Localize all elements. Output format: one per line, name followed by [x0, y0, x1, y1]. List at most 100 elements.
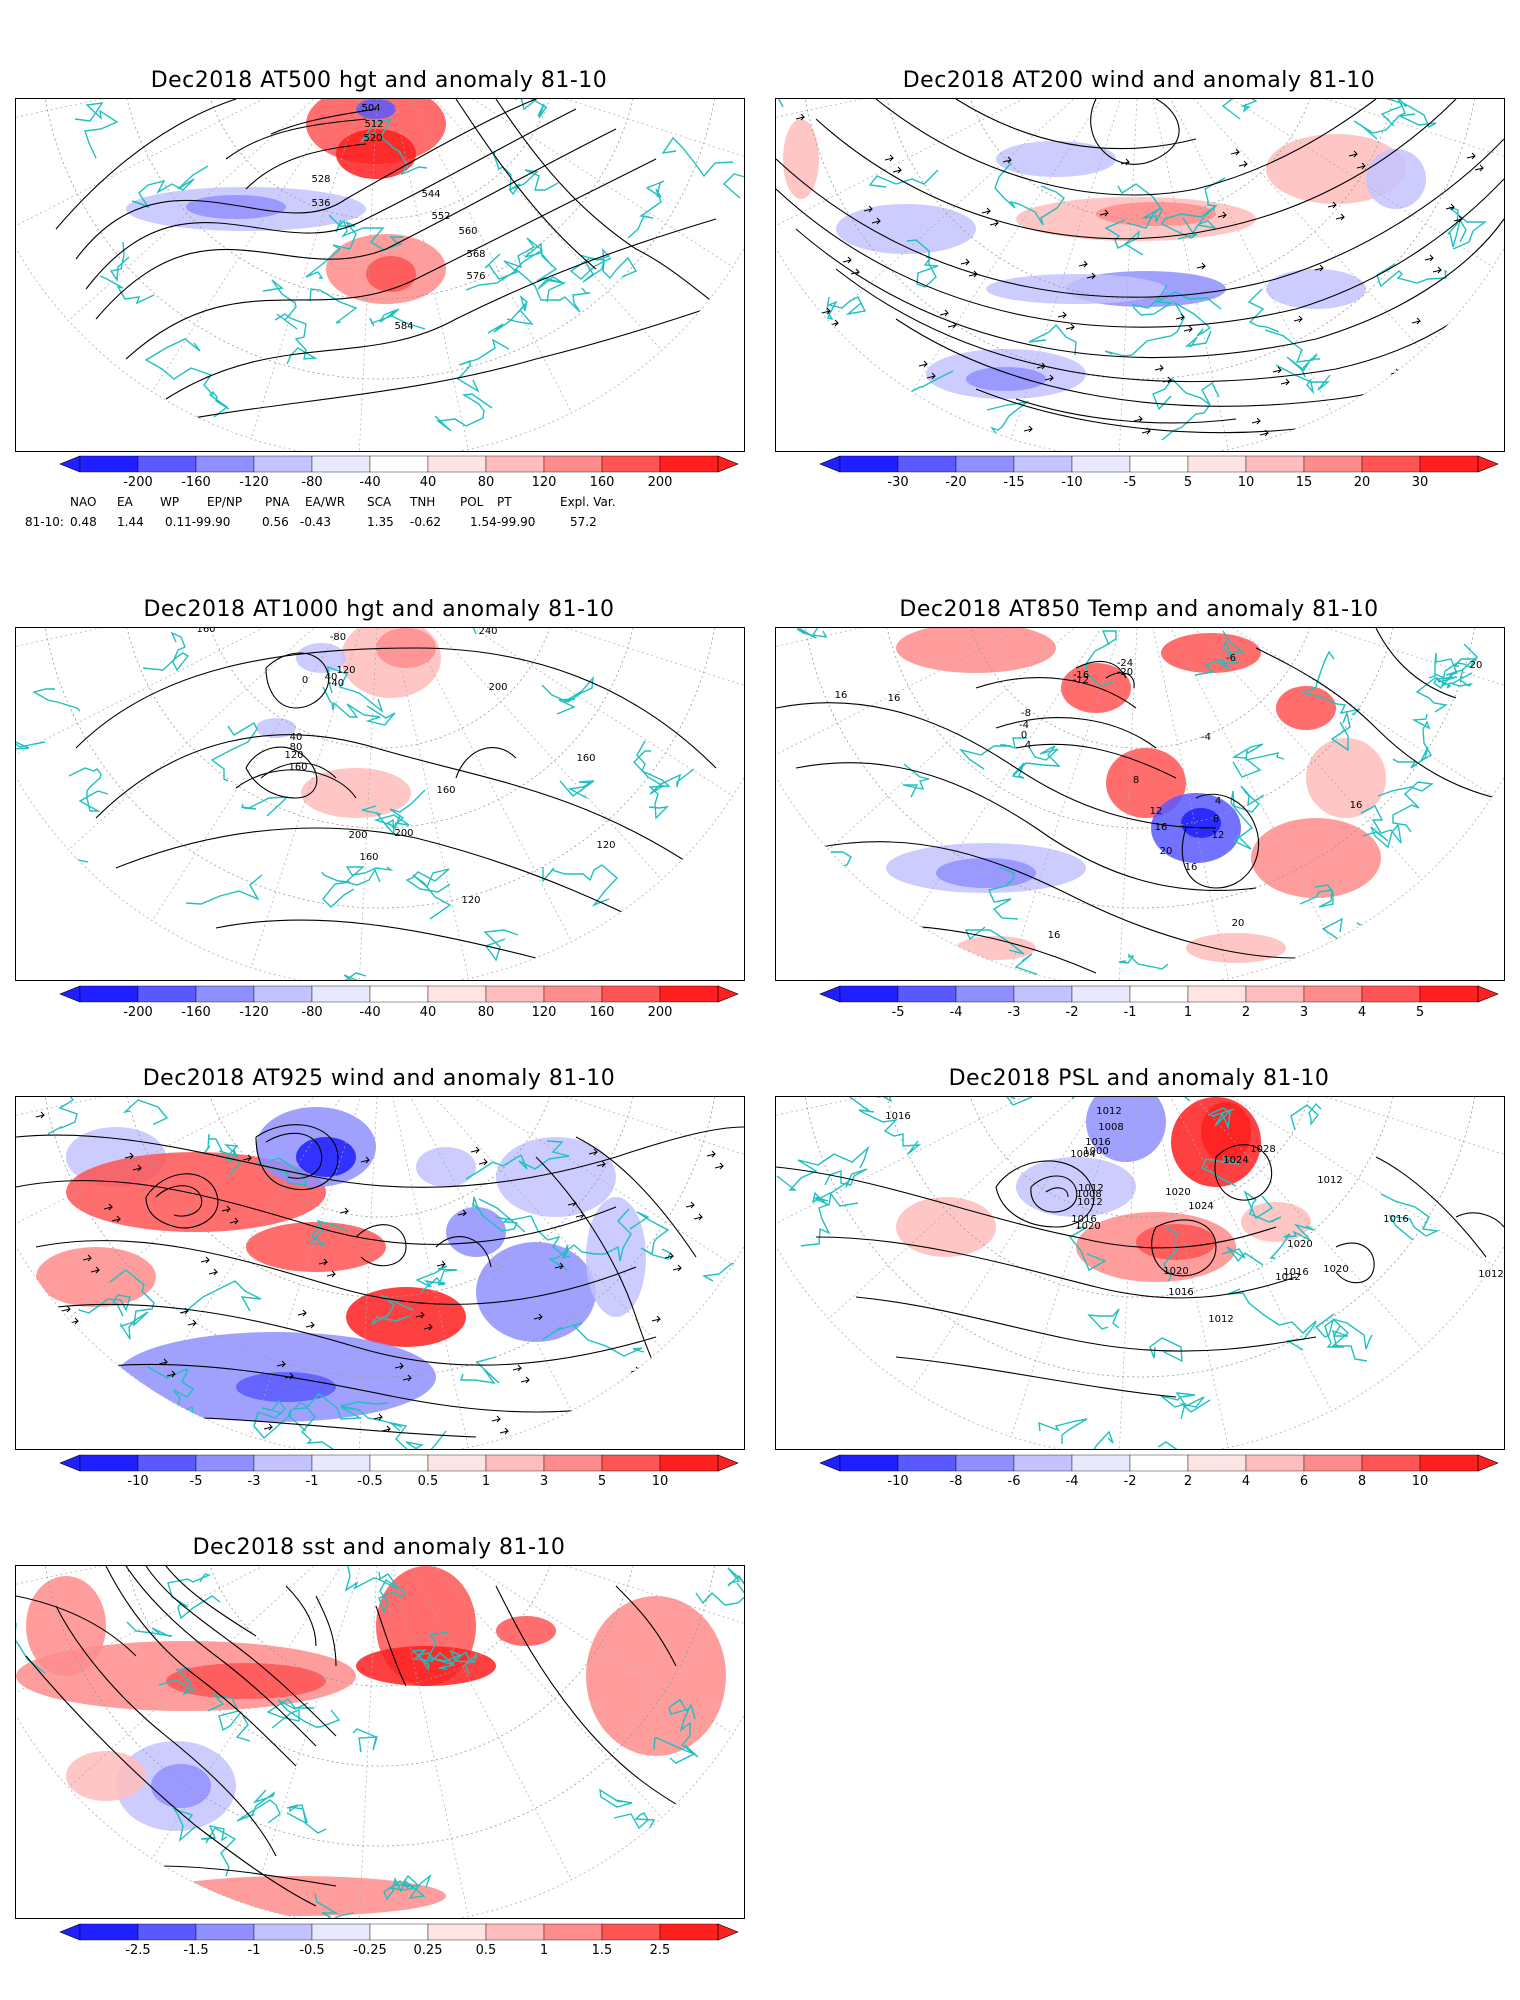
- coastline: [988, 866, 1019, 920]
- coastline: [846, 904, 870, 930]
- wind-arrow: [1369, 419, 1379, 427]
- wind-arrow: [1154, 364, 1164, 372]
- colorbar-swatch: [1245, 455, 1305, 473]
- coastline: [321, 871, 355, 908]
- coastline: [986, 400, 1030, 443]
- colorbar-arrow-right: [717, 455, 739, 473]
- contour-line: [815, 841, 1297, 959]
- wind-arrow: [1036, 362, 1046, 370]
- panel-title: Dec2018 AT200 wind and anomaly 81-10: [902, 68, 1376, 93]
- meridian-line: [379, 99, 744, 311]
- colorbar-tick-label: -6: [1007, 1474, 1021, 1489]
- anomaly-shade: [956, 936, 1036, 960]
- colorbar-swatch: [253, 985, 313, 1003]
- panel-title: Dec2018 AT925 wind and anomaly 81-10: [142, 1066, 616, 1091]
- colorbar-tick-label: 5: [597, 1474, 607, 1489]
- meridian-line: [1139, 99, 1246, 451]
- meridian-line: [379, 1097, 486, 1449]
- colorbar-swatch: [543, 1923, 603, 1941]
- contour-line: [225, 118, 367, 160]
- wind-arrow: [35, 1111, 45, 1119]
- coastline: [484, 237, 544, 280]
- wind-arrow: [1023, 425, 1033, 433]
- meridian-line: [226, 1097, 381, 1449]
- wind-arrow: [672, 1264, 682, 1272]
- contour-line: [1015, 743, 1177, 779]
- coastline: [1221, 99, 1258, 120]
- contour-line: [270, 108, 377, 135]
- meridian-line: [379, 99, 716, 411]
- colorbar-tick-label: -20: [945, 475, 967, 490]
- wind-arrow: [512, 1364, 522, 1372]
- contour-label: 4: [1215, 796, 1221, 807]
- contour-line: [495, 99, 737, 320]
- colorbar-tick-label: 5: [1415, 1005, 1425, 1020]
- coastline: [426, 1631, 478, 1675]
- index-header: PT: [497, 495, 512, 509]
- coastline: [1415, 363, 1473, 414]
- coastline: [1157, 1441, 1180, 1449]
- colorbar: -30 -20 -15 -10 -5 5 10 15 20 30: [819, 455, 1499, 496]
- colorbar-swatch: [1187, 985, 1247, 1003]
- index-header: EA: [117, 495, 133, 509]
- anomaly-shade: [476, 1242, 596, 1342]
- wind-arrow: [808, 370, 818, 378]
- wind-arrow: [132, 1164, 142, 1172]
- coastline: [1434, 658, 1478, 689]
- contour-label: 1012: [1096, 1106, 1121, 1117]
- colorbar-tick-label: 2: [1183, 1474, 1193, 1489]
- colorbar-tick-label: -5: [189, 1474, 203, 1489]
- contour-line: [615, 1585, 677, 1667]
- coastline: [668, 1699, 699, 1758]
- coastline: [701, 1234, 744, 1288]
- meridian-line: [354, 1566, 381, 1918]
- colorbar-swatch: [955, 455, 1015, 473]
- colorbar-tick-label: 1.5: [591, 1943, 613, 1958]
- contour-label: 1016: [1168, 1287, 1193, 1298]
- meridian-line: [108, 1566, 381, 1918]
- contour-line: [895, 1356, 1177, 1398]
- contour-label: 1012: [1275, 1272, 1300, 1283]
- coastline: [776, 1399, 819, 1436]
- colorbar: -200 -160 -120 -80 -40 40 80 120 160 200: [59, 985, 739, 1026]
- contour-line: [145, 1566, 337, 1737]
- coastline: [1353, 99, 1406, 140]
- contour-line: [95, 734, 697, 869]
- colorbar-graphic: [59, 1923, 739, 1941]
- coastline: [1299, 884, 1334, 908]
- wind-arrow: [947, 321, 957, 329]
- colorbar-tick-label: 30: [1411, 475, 1429, 490]
- coastline: [493, 150, 559, 196]
- anomaly-shade: [1016, 1157, 1136, 1217]
- coastline: [958, 737, 1027, 770]
- colorbar-swatch: [1071, 455, 1131, 473]
- coastline: [1161, 205, 1215, 240]
- map-canvas: 160-8012040-4004080120160240200160160200…: [16, 628, 744, 980]
- meridian-line: [379, 1566, 486, 1918]
- coastline: [16, 397, 51, 438]
- map-canvas: 1016 101210081016100410001012100810121016…: [776, 1097, 1504, 1449]
- coastline: [1433, 672, 1473, 689]
- anomaly-shade: [1366, 149, 1426, 209]
- coastline: [906, 239, 939, 288]
- contour-label: 160: [196, 628, 215, 635]
- contour-line: [115, 827, 717, 959]
- colorbar-swatch: [955, 985, 1015, 1003]
- contour-line: [975, 677, 1137, 709]
- coastline: [305, 214, 357, 279]
- colorbar-swatch: [543, 455, 603, 473]
- colorbar-tick-label: 15: [1295, 475, 1313, 490]
- colorbar-swatch: [311, 1454, 371, 1472]
- contour-line: [75, 647, 717, 769]
- wind-arrow: [651, 1315, 661, 1323]
- colorbar-swatch: [897, 985, 957, 1003]
- index-header: EP/NP: [207, 495, 243, 509]
- coastline: [1152, 377, 1220, 411]
- wind-arrow: [1217, 211, 1227, 219]
- wind-arrow: [575, 1211, 585, 1219]
- coastline: [434, 393, 493, 432]
- contour-label: 536: [311, 198, 330, 209]
- wind-arrow: [187, 1319, 197, 1327]
- meridian-line: [1139, 1097, 1246, 1449]
- coastline: [74, 102, 119, 159]
